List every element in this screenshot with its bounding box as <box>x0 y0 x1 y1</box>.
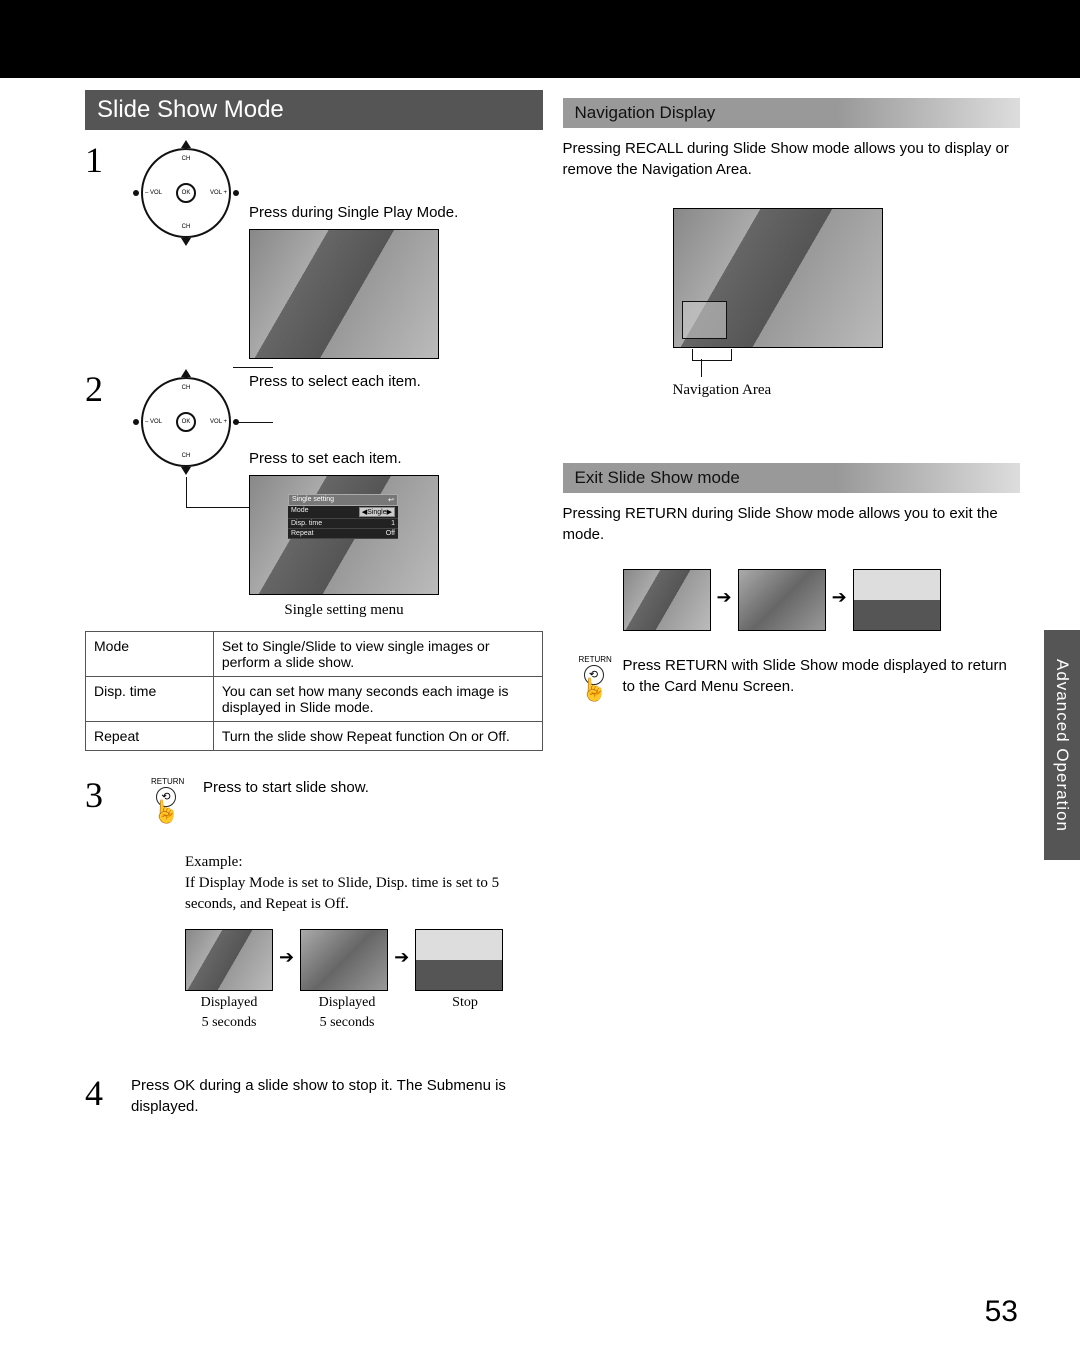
step-number-1: 1 <box>85 142 113 359</box>
navpad-vol-minus: – VOL <box>145 190 162 196</box>
step2-line1: Press to select each item. <box>249 371 543 392</box>
navpad-ch-up: CH <box>182 156 191 162</box>
step-2: 2 OK CH CH – VOL VOL + <box>85 371 543 619</box>
return-label-2: RETURN <box>579 655 609 664</box>
thumb2-cap1: Displayed <box>303 995 391 1011</box>
mode-desc: Set to Single/Slide to view single image… <box>213 632 542 677</box>
navpad-ch-up-2: CH <box>182 385 191 391</box>
exit-thumb-3 <box>853 569 941 631</box>
thumb2-cap2: 5 seconds <box>303 1015 391 1031</box>
table-row: Repeat Turn the slide show Repeat functi… <box>86 722 543 751</box>
exit-thumbs: ➔ ➔ <box>623 563 1021 631</box>
step-number-3: 3 <box>85 777 113 822</box>
table-row: Disp. time You can set how many seconds … <box>86 677 543 722</box>
step1-image <box>249 229 439 359</box>
thumb3-cap: Stop <box>421 995 509 1011</box>
single-setting-image: Single setting↩ Mode◀Single▶ Disp. time1… <box>249 475 439 595</box>
step4-text: Press OK during a slide show to stop it.… <box>131 1075 543 1117</box>
thumb-1 <box>185 929 273 991</box>
nav-area-caption: Navigation Area <box>673 382 883 399</box>
settings-table: Mode Set to Single/Slide to view single … <box>85 631 543 751</box>
side-tab: Advanced Operation <box>1044 630 1080 860</box>
exit-thumb-1 <box>623 569 711 631</box>
navpad-ch-down-2: CH <box>182 453 191 459</box>
navpad-vol-plus: VOL + <box>210 190 227 196</box>
single-setting-overlay: Single setting↩ Mode◀Single▶ Disp. time1… <box>288 494 398 539</box>
navpad-ch-down: CH <box>182 224 191 230</box>
slide-show-mode-heading: Slide Show Mode <box>85 90 543 130</box>
example-thumbs: ➔ ➔ <box>185 923 543 991</box>
example-body: If Display Mode is set to Slide, Disp. t… <box>185 873 543 915</box>
nav-pad-icon-2: OK CH CH – VOL VOL + <box>141 377 231 467</box>
step-number-2: 2 <box>85 371 113 619</box>
table-row: Mode Set to Single/Slide to view single … <box>86 632 543 677</box>
disptime-desc: You can set how many seconds each image … <box>213 677 542 722</box>
arrow-icon: ➔ <box>832 587 847 608</box>
step-1: 1 OK CH CH – VOL VOL + Press during <box>85 142 543 359</box>
disptime-cell: Disp. time <box>86 677 214 722</box>
step1-text: Press during Single Play Mode. <box>249 202 543 223</box>
nav-display-image <box>673 208 883 348</box>
repeat-cell: Repeat <box>86 722 214 751</box>
mode-cell: Mode <box>86 632 214 677</box>
page-number: 53 <box>985 1295 1018 1329</box>
exit-text: Pressing RETURN during Slide Show mode a… <box>563 503 1021 545</box>
navigation-display-heading: Navigation Display <box>563 98 1021 128</box>
step-number-4: 4 <box>85 1075 113 1117</box>
exit-thumb-2 <box>738 569 826 631</box>
single-setting-caption: Single setting menu <box>249 602 439 619</box>
return-label: RETURN <box>151 777 181 786</box>
arrow-icon: ➔ <box>394 947 409 968</box>
navpad-vol-minus-2: – VOL <box>145 419 162 425</box>
nav-area-overlay <box>682 301 727 339</box>
top-banner <box>0 0 1080 78</box>
arrow-icon: ➔ <box>279 947 294 968</box>
navpad-ok-2: OK <box>182 419 191 425</box>
thumb1-cap2: 5 seconds <box>185 1015 273 1031</box>
step-3: 3 RETURN ☝ Press to start slide show. <box>85 777 543 822</box>
navpad-vol-plus-2: VOL + <box>210 419 227 425</box>
exit-slide-show-heading: Exit Slide Show mode <box>563 463 1021 493</box>
arrow-icon: ➔ <box>717 587 732 608</box>
nav-display-text: Pressing RECALL during Slide Show mode a… <box>563 138 1021 180</box>
thumb1-cap1: Displayed <box>185 995 273 1011</box>
example-head: Example: <box>185 852 543 873</box>
thumb-3 <box>415 929 503 991</box>
navpad-ok: OK <box>182 190 191 196</box>
nav-pad-icon: OK CH CH – VOL VOL + <box>141 148 231 238</box>
thumb-2 <box>300 929 388 991</box>
hand-icon-2: ☝ <box>579 681 609 699</box>
step-4: 4 Press OK during a slide show to stop i… <box>85 1075 543 1117</box>
return-text: Press RETURN with Slide Show mode displa… <box>623 655 1021 699</box>
step2-line2: Press to set each item. <box>249 448 543 469</box>
hand-icon: ☝ <box>151 803 181 821</box>
repeat-desc: Turn the slide show Repeat function On o… <box>213 722 542 751</box>
step3-text: Press to start slide show. <box>203 777 543 798</box>
